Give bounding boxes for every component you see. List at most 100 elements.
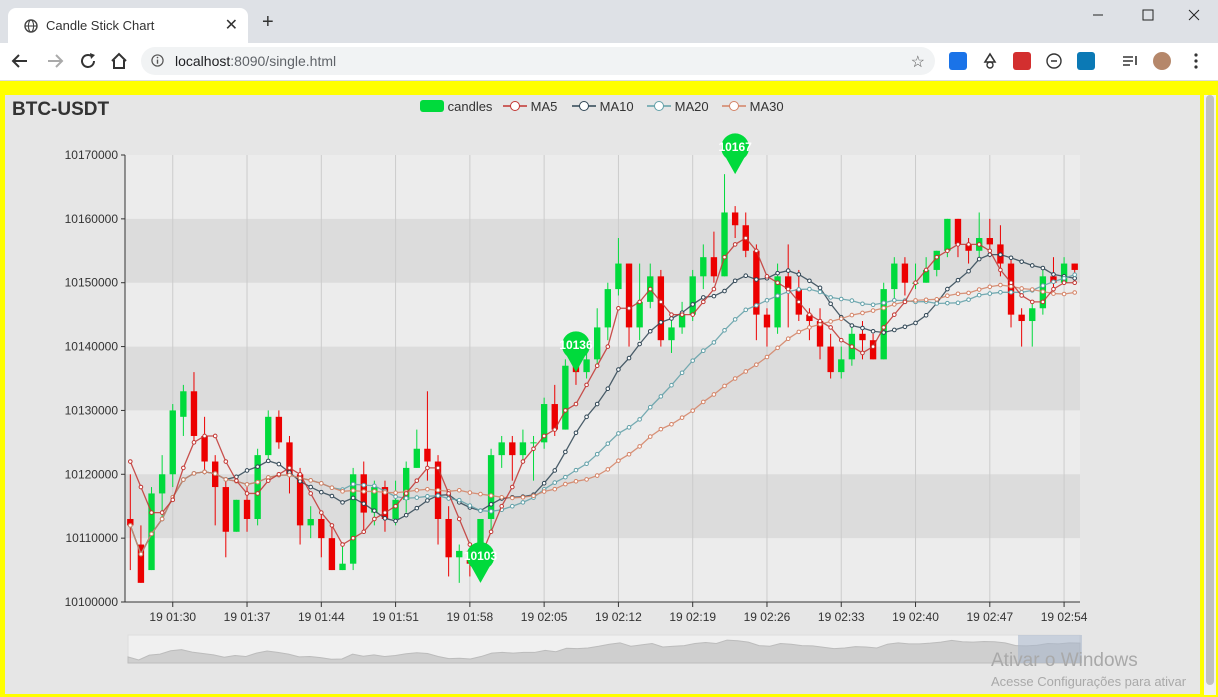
ma20-point (552, 480, 558, 485)
legend-candles[interactable]: candles (420, 99, 492, 114)
forward-arrow-icon[interactable] (45, 51, 65, 71)
ma20-point (361, 482, 367, 488)
ma30-point (1019, 286, 1024, 291)
minimize-icon[interactable] (1091, 8, 1111, 22)
ma5-point (711, 286, 717, 292)
extension-sl-icon[interactable] (1077, 52, 1095, 70)
ma5-point (849, 344, 855, 349)
candle-body (901, 263, 909, 283)
home-icon[interactable] (109, 51, 129, 71)
ma30-point (128, 523, 133, 528)
maximize-icon[interactable] (1141, 8, 1161, 22)
ma5-point (1051, 286, 1056, 292)
ma30-point (626, 451, 632, 457)
candle-body (286, 442, 293, 475)
ma20-point (594, 451, 600, 457)
ma30-point (202, 469, 207, 475)
candle-body (318, 518, 325, 539)
legend-ma20[interactable]: MA20 (647, 99, 709, 114)
ma5-point (552, 427, 558, 432)
ma30-point (849, 312, 855, 318)
address-bar[interactable]: localhost:8090/single.html ☆ (141, 47, 935, 75)
y-split-band (125, 218, 1080, 283)
ma30-point (785, 336, 791, 341)
ma20-point (987, 291, 993, 296)
ma30-point (541, 489, 547, 494)
candle-body (615, 263, 622, 290)
ma5-point (785, 286, 791, 292)
ma10-point (340, 500, 345, 505)
browser-tab[interactable]: Candle Stick Chart ✕ (8, 8, 248, 43)
candle-body (233, 499, 240, 532)
candlestick-plot[interactable]: 19 01:30 19 01:37 19 01:44 19 01:51 19 01:58… (5, 95, 1200, 694)
ma5-point (913, 280, 918, 286)
ma30-point (966, 290, 971, 296)
ma5-point (1019, 293, 1024, 298)
legend-candles-swatch (420, 100, 444, 112)
ma30-point (732, 376, 738, 381)
ma5-point (541, 433, 547, 439)
close-window-icon[interactable] (1187, 8, 1207, 22)
legend-ma30[interactable]: MA30 (722, 99, 784, 114)
bookmark-star-icon[interactable]: ☆ (910, 54, 925, 71)
x-tick-label: 19 02:26 (744, 610, 791, 624)
ma30-point (701, 399, 706, 405)
extension-recycle-icon[interactable] (981, 52, 999, 70)
page-scrollbar[interactable] (1204, 95, 1216, 695)
ma5-point (159, 510, 165, 515)
ma10-point (669, 316, 674, 321)
media-queue-icon[interactable] (1121, 52, 1139, 70)
ma30-point (605, 467, 611, 472)
profile-avatar[interactable] (1153, 52, 1171, 70)
candle-body (880, 289, 887, 360)
ma10-point (923, 312, 929, 318)
candle-body (838, 359, 845, 373)
extension-dots-icon[interactable] (1013, 52, 1031, 70)
ma20-point (754, 303, 759, 308)
chart-container: BTC-USDT candles MA5 MA10 MA20 MA30 (5, 95, 1200, 694)
ma20-point (732, 317, 738, 322)
ma10-point (998, 252, 1003, 257)
x-tick-label: 19 02:54 (1041, 610, 1088, 624)
url-host: localhost (175, 53, 231, 69)
ma20-point (510, 503, 515, 509)
candle-body (1071, 263, 1078, 270)
ma5-point (255, 491, 260, 496)
ma5-point (764, 274, 770, 279)
new-tab-button[interactable]: + (262, 11, 274, 33)
ma5-point (1061, 280, 1067, 286)
ma30-point (584, 477, 589, 482)
back-arrow-icon[interactable] (10, 51, 30, 71)
ma20-point (520, 500, 526, 505)
ma20-point (563, 474, 568, 480)
scrollbar-thumb[interactable] (1206, 95, 1214, 685)
menu-dots-icon[interactable] (1187, 52, 1205, 70)
ma20-point (711, 340, 717, 345)
legend-ma10[interactable]: MA10 (572, 99, 634, 114)
candle-body (381, 487, 389, 519)
extension-circle-icon[interactable] (1045, 52, 1063, 70)
y-tick-label: 10140000 (65, 340, 119, 354)
ma5-point (987, 248, 993, 254)
close-tab-icon[interactable]: ✕ (224, 17, 238, 34)
extension-screen-icon[interactable] (949, 52, 967, 70)
reload-icon[interactable] (78, 51, 98, 71)
candle-body (933, 250, 940, 270)
legend-ma5[interactable]: MA5 (503, 99, 557, 114)
ma5-point (1040, 299, 1046, 305)
y-tick-label: 10170000 (65, 148, 119, 162)
ma5-point (998, 267, 1003, 273)
ma20-point (605, 441, 611, 446)
info-icon[interactable] (151, 54, 164, 67)
candle-body (445, 518, 452, 558)
ma5-point (499, 503, 504, 509)
ma5-point (308, 491, 313, 496)
ma30-point (976, 287, 982, 292)
ma5-point (945, 248, 950, 254)
ma5-point (276, 471, 282, 477)
ma5-point (329, 523, 335, 528)
mark-pin-label: 10136 (559, 338, 593, 352)
ma20-point (945, 300, 950, 306)
ma10-point (350, 495, 356, 501)
ma30-point (616, 458, 621, 463)
